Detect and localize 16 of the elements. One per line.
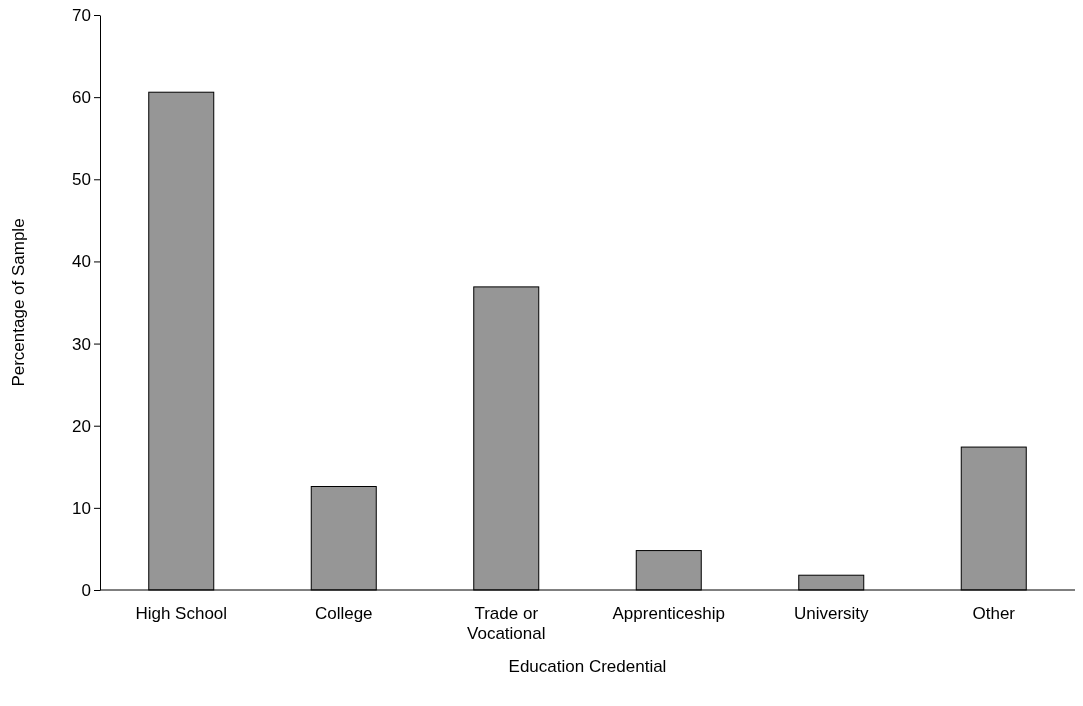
y-tick-label: 20: [72, 416, 91, 436]
x-tick-label: Trade or Vocational: [467, 603, 546, 643]
y-tick-label: 50: [72, 170, 91, 190]
y-tick-label: 30: [72, 334, 91, 354]
x-axis-title: Education Credential: [508, 657, 667, 676]
y-tick-label: 0: [81, 580, 91, 600]
x-tick-label: Other: [972, 603, 1016, 623]
x-tick-label: College: [314, 603, 373, 623]
x-tick-label: High School: [135, 603, 228, 623]
y-axis-title: Percentage of Sample: [9, 218, 28, 387]
y-tick-label: 60: [72, 88, 91, 108]
y-tick-label: 10: [72, 498, 91, 518]
y-tick-label: 70: [72, 5, 91, 25]
y-tick-label: 40: [72, 252, 91, 272]
x-tick-label: University: [793, 603, 870, 623]
x-tick-label: Apprenticeship: [612, 603, 725, 623]
